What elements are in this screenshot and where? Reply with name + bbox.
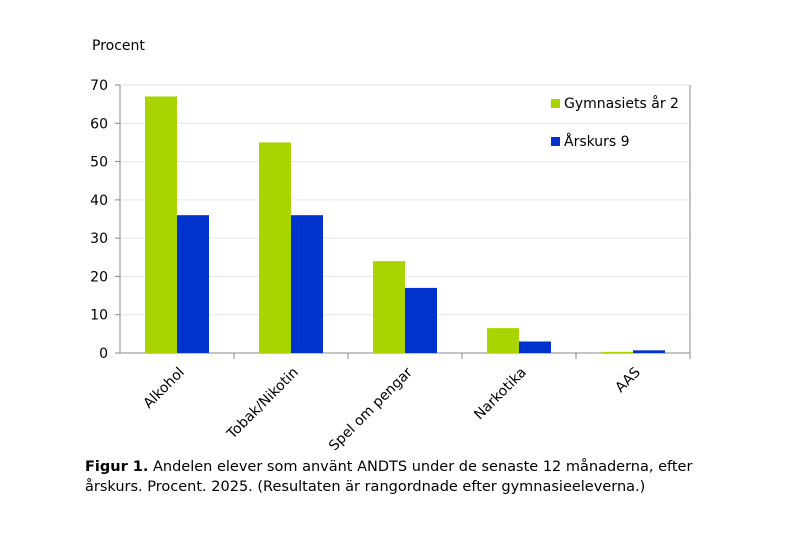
y-tick-label: 60 <box>90 116 108 132</box>
y-tick-label: 70 <box>90 78 108 94</box>
x-tick-label: Tobak/Nikotin <box>223 365 301 443</box>
bar-gymnasiet <box>373 261 405 353</box>
x-tick-label: Spel om pengar <box>326 364 416 450</box>
bar-gymnasiet <box>145 96 177 353</box>
bar-gymnasiet <box>487 328 519 353</box>
legend-swatch <box>551 99 560 108</box>
legend-label: Gymnasiets år 2 <box>564 95 679 112</box>
x-tick-label: Alkohol <box>140 365 187 412</box>
bar-arskurs9 <box>519 341 551 353</box>
x-tick-label: Narkotika <box>471 365 530 424</box>
y-tick-label: 0 <box>99 346 108 362</box>
caption-label: Figur 1. <box>85 459 149 475</box>
bar-arskurs9 <box>633 350 665 353</box>
legend-swatch <box>551 137 560 146</box>
y-tick-label: 30 <box>90 231 108 247</box>
y-tick-label: 20 <box>90 269 108 285</box>
bar-chart: 0 10 20 30 40 50 60 70 Procent Alkohol Tobak/Nikot… <box>90 38 691 450</box>
bar-gymnasiet <box>259 142 291 353</box>
caption-text: Andelen elever som använt ANDTS under de… <box>85 459 693 495</box>
bar-gymnasiet <box>601 351 633 353</box>
legend-label: Årskurs 9 <box>564 133 630 150</box>
y-tick-label: 50 <box>90 155 108 171</box>
y-tick-label: 40 <box>90 193 108 209</box>
bar-arskurs9 <box>405 287 437 353</box>
bar-arskurs9 <box>291 215 323 353</box>
figure-caption: Figur 1. Andelen elever som använt ANDTS… <box>85 457 725 497</box>
y-axis-label: Procent <box>92 38 145 54</box>
y-tick-label: 10 <box>90 308 108 324</box>
bar-arskurs9 <box>177 215 209 353</box>
x-tick-label: AAS <box>612 364 643 395</box>
